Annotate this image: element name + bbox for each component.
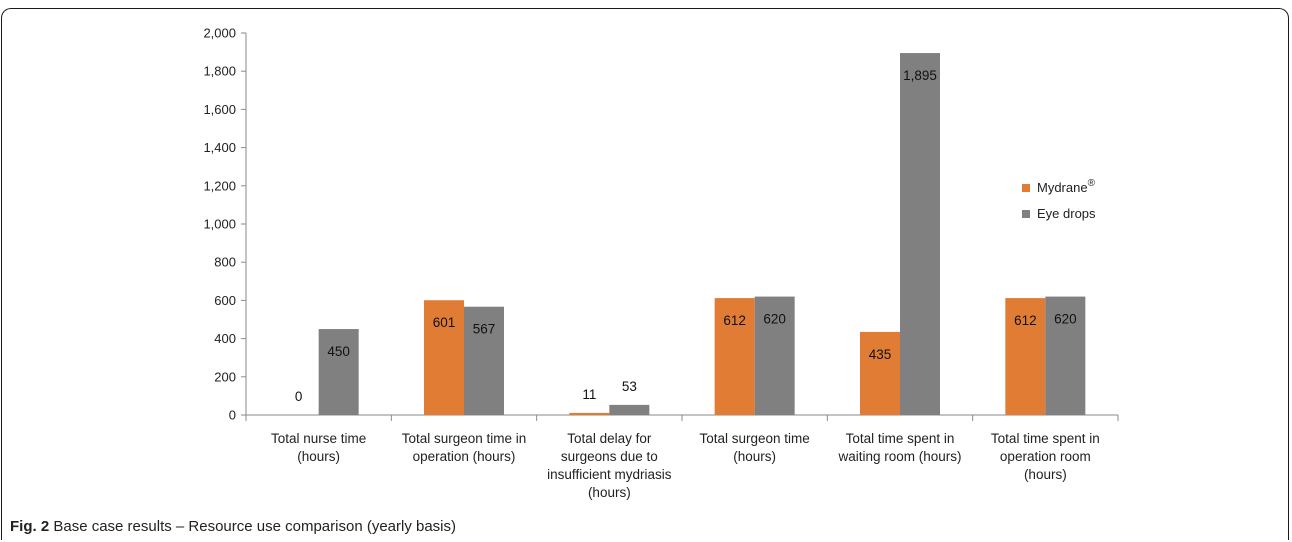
figure-caption: Fig. 2 Base case results – Resource use … xyxy=(10,518,456,535)
bar-eye-drops xyxy=(318,329,359,415)
data-label: 620 xyxy=(1054,312,1077,327)
legend-label: Mydrane® xyxy=(1037,178,1096,195)
bar-eye-drops xyxy=(1045,296,1086,415)
x-category-label: (hours) xyxy=(588,485,631,500)
x-category-label: (hours) xyxy=(733,449,776,464)
bar-mydrane xyxy=(569,412,610,415)
legend-swatch-mydrane xyxy=(1022,184,1030,192)
x-category-label: Total surgeon time in xyxy=(402,431,527,446)
bar-mydrane xyxy=(1005,298,1046,415)
y-tick-label: 1,600 xyxy=(203,102,236,117)
data-label: 53 xyxy=(622,379,637,394)
y-tick-label: 200 xyxy=(214,369,236,384)
bar-mydrane xyxy=(714,298,755,415)
x-category-label: Total nurse time xyxy=(271,431,366,446)
bar-eye-drops xyxy=(900,53,940,416)
y-tick-label: 1,800 xyxy=(203,64,236,79)
x-category-label: Total time spent in xyxy=(846,431,955,446)
legend-swatch-eye-drops xyxy=(1022,210,1030,218)
y-tick-label: 1,000 xyxy=(203,217,236,232)
legend-label: Eye drops xyxy=(1037,206,1096,221)
x-category-label: Total delay for xyxy=(567,431,652,446)
x-category-label: operation room xyxy=(1000,449,1091,464)
x-category-label: waiting room (hours) xyxy=(837,449,961,464)
bar-mydrane xyxy=(424,300,464,415)
x-category-label: insufficient mydriasis xyxy=(547,467,672,482)
data-label: 450 xyxy=(327,344,350,359)
data-label: 620 xyxy=(763,312,786,327)
caption-text: Base case results – Resource use compari… xyxy=(53,518,457,535)
legend-series-name: Mydrane xyxy=(1037,180,1088,195)
x-category-label: (hours) xyxy=(1024,467,1067,482)
caption-label: Fig. 2 xyxy=(10,518,50,535)
y-tick-label: 1,200 xyxy=(203,178,236,193)
data-label: 435 xyxy=(869,347,892,362)
x-category-label: Total time spent in xyxy=(991,431,1100,446)
bar-eye-drops xyxy=(609,404,650,415)
x-category-label: Total surgeon time xyxy=(700,431,810,446)
y-tick-label: 0 xyxy=(229,408,236,423)
data-label: 0 xyxy=(295,389,303,404)
data-label: 567 xyxy=(473,322,496,337)
data-label: 612 xyxy=(723,313,746,328)
y-tick-label: 1,400 xyxy=(203,140,236,155)
x-category-label: surgeons due to xyxy=(561,449,658,464)
bar-eye-drops xyxy=(464,306,504,415)
legend-superscript: ® xyxy=(1088,178,1096,189)
y-tick-label: 800 xyxy=(214,255,236,270)
y-tick-label: 400 xyxy=(214,331,236,346)
x-category-label: operation (hours) xyxy=(413,449,516,464)
bar-chart: 0 200 400 600 800 1,000 1,200 1,400 1,600 1,800 2,… xyxy=(203,26,1119,500)
y-tick-label: 600 xyxy=(214,293,236,308)
bar-mydrane xyxy=(860,331,900,415)
y-tick-label: 2,000 xyxy=(203,26,236,41)
x-category-label: (hours) xyxy=(297,449,340,464)
chart-frame xyxy=(1,8,1289,540)
data-label: 612 xyxy=(1014,313,1037,328)
data-label: 601 xyxy=(433,315,456,330)
bar-eye-drops xyxy=(754,296,795,415)
data-label: 11 xyxy=(582,387,596,402)
data-label: 1,895 xyxy=(903,68,937,83)
legend-series-name: Eye drops xyxy=(1037,206,1096,221)
